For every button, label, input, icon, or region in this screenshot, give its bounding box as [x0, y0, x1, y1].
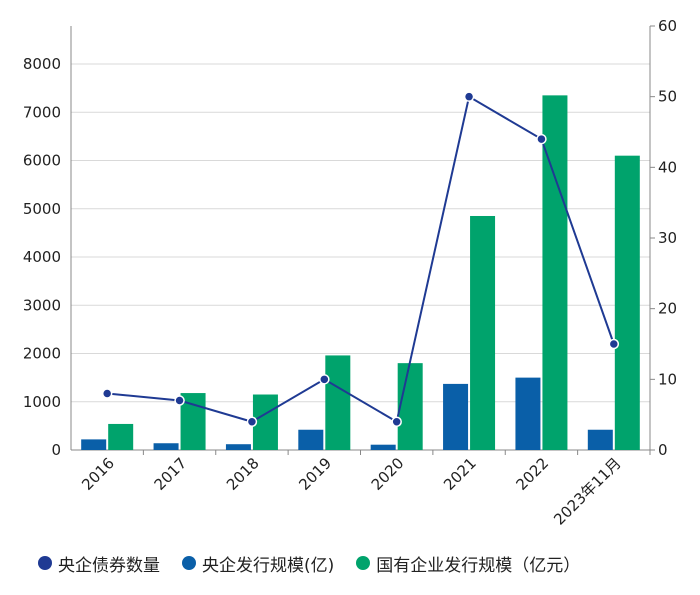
line-point	[174, 395, 185, 406]
bar-central-soe	[298, 429, 324, 450]
y-right-tick-label: 10	[658, 370, 677, 388]
x-tick-label: 2021	[440, 454, 480, 494]
y-right-tick-label: 20	[658, 300, 677, 318]
bar-state-owned	[470, 215, 496, 450]
y-right-tick-label: 50	[658, 88, 677, 106]
legend-label: 央企债券数量	[58, 555, 160, 576]
legend: 央企债券数量 央企发行规模(亿) 国有企业发行规模（亿元）	[0, 548, 700, 578]
legend-item: 央企发行规模(亿)	[182, 551, 334, 576]
line-point	[608, 338, 620, 350]
x-tick-label: 2020	[368, 454, 408, 494]
bar-state-owned	[614, 155, 640, 451]
y-left-tick-label: 7000	[23, 103, 61, 121]
y-left-tick-label: 8000	[23, 55, 61, 73]
line-point	[463, 91, 475, 102]
x-tick-label: 2022	[513, 454, 553, 494]
line-point	[391, 416, 402, 427]
legend-marker	[356, 556, 371, 570]
line-point	[536, 133, 547, 145]
y-left-tick-label: 2000	[23, 345, 61, 363]
legend-marker	[38, 556, 52, 570]
legend-item: 国有企业发行规模（亿元）	[356, 551, 580, 576]
line-point	[319, 374, 330, 385]
bar-state-owned	[108, 423, 134, 450]
bar-central-soe	[153, 443, 179, 450]
bar-central-soe	[370, 444, 396, 450]
y-left-tick-label: 1000	[23, 393, 61, 411]
y-left-tick-label: 4000	[23, 248, 61, 266]
bar-state-owned	[542, 95, 568, 451]
bar-central-soe	[587, 429, 613, 450]
x-tick-label: 2017	[151, 454, 191, 494]
legend-marker	[182, 556, 196, 570]
x-tick-label: 2019	[295, 454, 335, 494]
y-left-tick-label: 5000	[23, 200, 61, 218]
series-line	[107, 95, 615, 424]
legend-label: 国有企业发行规模（亿元）	[376, 555, 581, 576]
bar-central-soe	[515, 377, 541, 450]
y-right-tick-label: 0	[658, 441, 668, 459]
x-tick-label: 2018	[223, 454, 263, 494]
y-left-tick-label: 0	[51, 441, 61, 459]
x-tick-label: 2016	[78, 454, 118, 494]
legend-item: 央企债券数量	[38, 551, 160, 576]
bar-state-owned	[397, 363, 423, 450]
y-left-tick-label: 3000	[23, 296, 61, 314]
bar-central-soe	[81, 439, 107, 450]
x-tick-label: 2023年11月	[550, 454, 624, 528]
y-right-tick-label: 60	[658, 17, 677, 35]
y-right-tick-label: 40	[658, 158, 677, 176]
bar-state-owned	[325, 355, 351, 450]
line-point	[246, 416, 258, 427]
y-left-tick-label: 6000	[23, 152, 61, 170]
bar-central-soe	[225, 444, 251, 450]
y-right-tick-label: 30	[658, 229, 677, 247]
bar-central-soe	[443, 383, 469, 450]
legend-label: 央企发行规模(亿)	[202, 555, 335, 576]
line-point	[101, 388, 113, 399]
chart-svg: 0 1000 2000 3000 4000 5000 6000 7000 8000 0 10 20 30…	[23, 17, 677, 529]
